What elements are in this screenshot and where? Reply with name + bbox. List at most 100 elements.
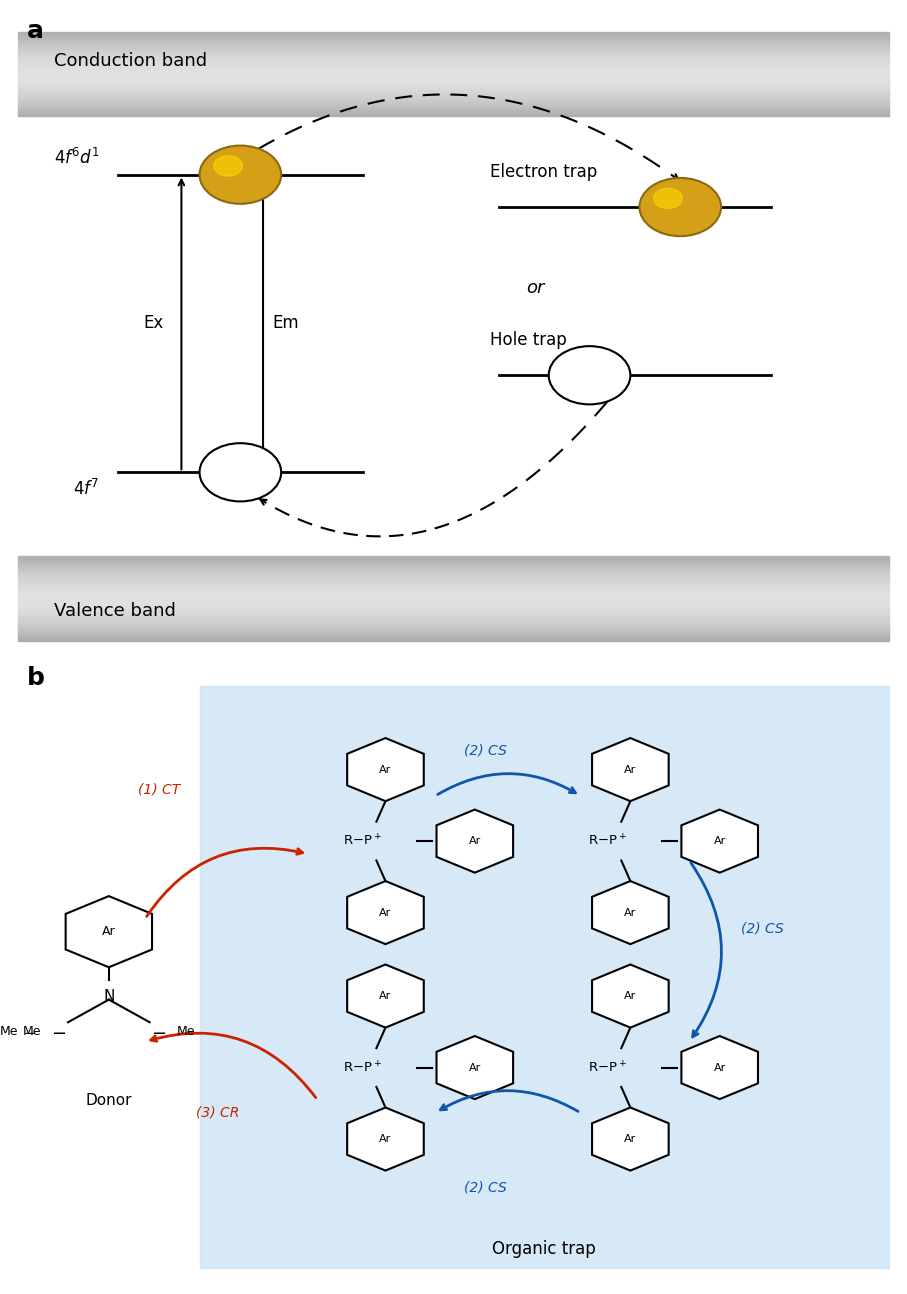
Bar bbox=[18, 49, 889, 52]
Bar bbox=[18, 106, 889, 109]
Circle shape bbox=[200, 146, 281, 204]
Bar bbox=[18, 110, 889, 113]
Bar bbox=[18, 597, 889, 598]
Bar bbox=[18, 97, 889, 100]
Text: Ar: Ar bbox=[379, 991, 392, 1002]
Bar bbox=[18, 104, 889, 106]
Bar bbox=[18, 624, 889, 626]
Bar bbox=[18, 587, 889, 590]
Polygon shape bbox=[347, 1108, 424, 1171]
Bar bbox=[18, 569, 889, 571]
Bar bbox=[18, 628, 889, 630]
Bar bbox=[18, 611, 889, 613]
Text: Ar: Ar bbox=[102, 925, 116, 938]
Text: Conduction band: Conduction band bbox=[54, 53, 208, 70]
Text: R$-$P$^+$: R$-$P$^+$ bbox=[589, 1060, 627, 1075]
Text: $-$: $-$ bbox=[23, 1025, 36, 1039]
Text: R$-$P$^+$: R$-$P$^+$ bbox=[344, 833, 382, 849]
Bar bbox=[18, 594, 889, 597]
Circle shape bbox=[216, 454, 240, 472]
Bar bbox=[18, 70, 889, 72]
Polygon shape bbox=[347, 881, 424, 945]
Bar bbox=[18, 58, 889, 60]
Bar bbox=[18, 620, 889, 621]
Polygon shape bbox=[436, 1036, 513, 1099]
Bar bbox=[18, 586, 889, 587]
Bar bbox=[18, 85, 889, 87]
Bar bbox=[18, 45, 889, 47]
Bar bbox=[18, 560, 889, 563]
Bar bbox=[18, 89, 889, 91]
Bar bbox=[18, 75, 889, 76]
Bar bbox=[18, 93, 889, 96]
Bar bbox=[18, 52, 889, 53]
Bar bbox=[18, 56, 889, 58]
Polygon shape bbox=[592, 738, 668, 801]
Bar bbox=[18, 69, 889, 70]
Bar bbox=[18, 76, 889, 79]
Bar bbox=[18, 47, 889, 49]
Text: $-$: $-$ bbox=[52, 1024, 66, 1040]
Text: Ar: Ar bbox=[469, 1062, 481, 1073]
Bar bbox=[18, 577, 889, 580]
Text: Ar: Ar bbox=[714, 836, 726, 846]
Text: (1) CT: (1) CT bbox=[138, 783, 180, 796]
Polygon shape bbox=[436, 810, 513, 872]
Text: Valence band: Valence band bbox=[54, 603, 176, 620]
Bar bbox=[18, 35, 889, 36]
Bar bbox=[18, 637, 889, 638]
Bar bbox=[18, 630, 889, 633]
Bar bbox=[18, 563, 889, 564]
Text: $4f^6d^1$: $4f^6d^1$ bbox=[54, 148, 100, 168]
Bar bbox=[18, 638, 889, 641]
Bar bbox=[18, 609, 889, 611]
Bar bbox=[18, 63, 889, 66]
Bar bbox=[18, 576, 889, 577]
Bar bbox=[18, 66, 889, 69]
Bar bbox=[18, 573, 889, 576]
Polygon shape bbox=[347, 964, 424, 1027]
Text: R$-$P$^+$: R$-$P$^+$ bbox=[344, 1060, 382, 1075]
Polygon shape bbox=[681, 1036, 758, 1099]
Text: Ar: Ar bbox=[379, 765, 392, 775]
Text: Ar: Ar bbox=[624, 1134, 637, 1144]
Bar bbox=[18, 621, 889, 624]
Bar bbox=[18, 582, 889, 584]
Bar bbox=[18, 80, 889, 83]
Text: a: a bbox=[27, 19, 44, 44]
Bar bbox=[18, 40, 889, 43]
Text: $-$: $-$ bbox=[151, 1024, 166, 1040]
Bar bbox=[18, 617, 889, 620]
Bar bbox=[18, 590, 889, 593]
Bar bbox=[18, 113, 889, 114]
Bar bbox=[18, 604, 889, 607]
Text: Donor: Donor bbox=[85, 1093, 132, 1109]
Bar bbox=[18, 571, 889, 573]
Circle shape bbox=[654, 188, 682, 208]
Bar bbox=[18, 100, 889, 102]
Text: R$-$P$^+$: R$-$P$^+$ bbox=[589, 833, 627, 849]
Bar bbox=[18, 626, 889, 628]
Text: Ar: Ar bbox=[379, 1134, 392, 1144]
Bar bbox=[18, 32, 889, 35]
Bar bbox=[18, 83, 889, 85]
Bar bbox=[18, 567, 889, 569]
Circle shape bbox=[214, 155, 242, 176]
Text: Ar: Ar bbox=[469, 836, 481, 846]
Bar bbox=[18, 556, 889, 559]
Bar bbox=[18, 102, 889, 104]
Bar bbox=[18, 613, 889, 616]
Bar bbox=[18, 584, 889, 586]
Bar bbox=[18, 564, 889, 567]
Circle shape bbox=[200, 443, 281, 501]
Text: (2) CS: (2) CS bbox=[463, 1180, 507, 1194]
Bar bbox=[18, 600, 889, 603]
Text: or: or bbox=[526, 280, 544, 296]
Text: (2) CS: (2) CS bbox=[740, 921, 784, 936]
Text: Electron trap: Electron trap bbox=[490, 163, 597, 181]
Bar bbox=[18, 96, 889, 97]
Bar bbox=[18, 580, 889, 582]
Text: (3) CR: (3) CR bbox=[196, 1106, 239, 1119]
Bar bbox=[18, 603, 889, 604]
Text: Ar: Ar bbox=[624, 991, 637, 1002]
